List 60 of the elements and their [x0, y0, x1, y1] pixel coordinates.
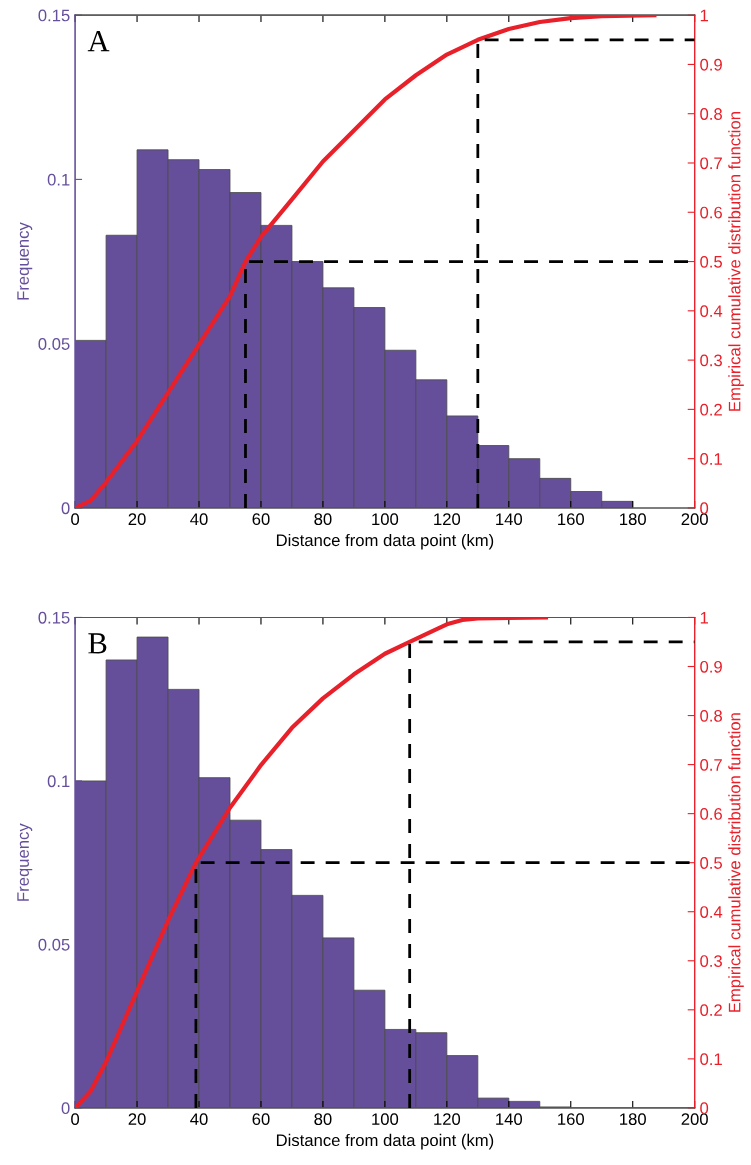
y2-tick-label: 0.4 — [700, 305, 723, 318]
y2-tick-label: 0.1 — [700, 453, 722, 465]
x-tick-label: 40 — [190, 513, 208, 526]
x-tick-label: 120 — [434, 1113, 461, 1126]
y2-tick-label: 0.5 — [700, 857, 723, 869]
y2-tick-label: 1 — [700, 9, 708, 22]
y2-tick-label: 0.8 — [700, 108, 722, 120]
x-tick-label: 80 — [314, 513, 332, 526]
x-tick-label: 160 — [558, 513, 585, 526]
x-tick-label: 100 — [372, 1113, 399, 1126]
x-tick-label: 100 — [372, 513, 399, 526]
y-tick-label: 0.05 — [38, 938, 70, 951]
y2-tick-label: 0.3 — [700, 955, 722, 967]
y2-tick-label: 0.7 — [700, 758, 722, 771]
y2-axis-title: Empirical cumulative distribution function — [728, 713, 744, 1012]
y-tick-label: 0.1 — [47, 775, 70, 788]
x-tick-label: 120 — [434, 513, 461, 526]
y2-tick-label: 0.4 — [700, 906, 723, 918]
y2-tick-label: 0.6 — [700, 808, 722, 820]
x-axis-title: Distance from data point (km) — [276, 533, 494, 550]
x-tick-label: 200 — [681, 1113, 708, 1126]
x-tick-label: 140 — [496, 1113, 523, 1126]
chart-title: B — [88, 633, 107, 654]
x-tick-label: 160 — [558, 1113, 585, 1126]
y-tick-label: 0.15 — [38, 9, 70, 22]
x-tick-label: 40 — [190, 1113, 208, 1126]
y2-tick-label: 0 — [700, 1102, 709, 1115]
x-tick-label: 140 — [496, 513, 523, 526]
y2-tick-label: 0.1 — [700, 1053, 722, 1066]
y2-tick-label: 0.3 — [700, 354, 722, 367]
y-tick-label: 0.05 — [38, 338, 70, 350]
x-axis-title: Distance from data point (km) — [276, 1133, 494, 1150]
y-tick-label: 0.15 — [38, 611, 70, 624]
x-tick-label: 0 — [71, 513, 80, 526]
y2-tick-label: 0.2 — [700, 403, 722, 416]
y2-tick-label: 0.7 — [700, 157, 722, 170]
y2-tick-label: 0 — [700, 502, 709, 515]
y2-tick-label: 0.8 — [700, 709, 722, 722]
y2-tick-label: 0.5 — [700, 255, 723, 268]
x-tick-label: 60 — [252, 1113, 270, 1126]
y-axis-title: Frequency — [17, 222, 33, 300]
y2-tick-label: 0.2 — [700, 1004, 722, 1017]
y-tick-label: 0 — [61, 1102, 70, 1115]
x-tick-label: 0 — [71, 1113, 80, 1126]
x-tick-label: 180 — [620, 513, 646, 526]
y2-axis-title: Empirical cumulative distribution function — [728, 112, 744, 411]
y2-tick-label: 0.9 — [700, 58, 722, 71]
x-tick-label: 60 — [252, 513, 270, 526]
y2-tick-label: 0.9 — [700, 660, 722, 673]
y2-tick-label: 0.6 — [700, 206, 722, 219]
x-tick-label: 200 — [681, 513, 708, 526]
y-tick-label: 0 — [61, 502, 70, 515]
x-tick-label: 180 — [620, 1113, 646, 1126]
x-tick-label: 20 — [128, 513, 146, 526]
y-tick-label: 0.1 — [47, 173, 70, 186]
x-tick-label: 80 — [314, 1113, 332, 1126]
y-axis-title: Frequency — [17, 823, 33, 901]
chart-title: A — [87, 30, 110, 52]
x-tick-label: 20 — [128, 1113, 146, 1126]
y2-tick-label: 1 — [700, 612, 708, 624]
